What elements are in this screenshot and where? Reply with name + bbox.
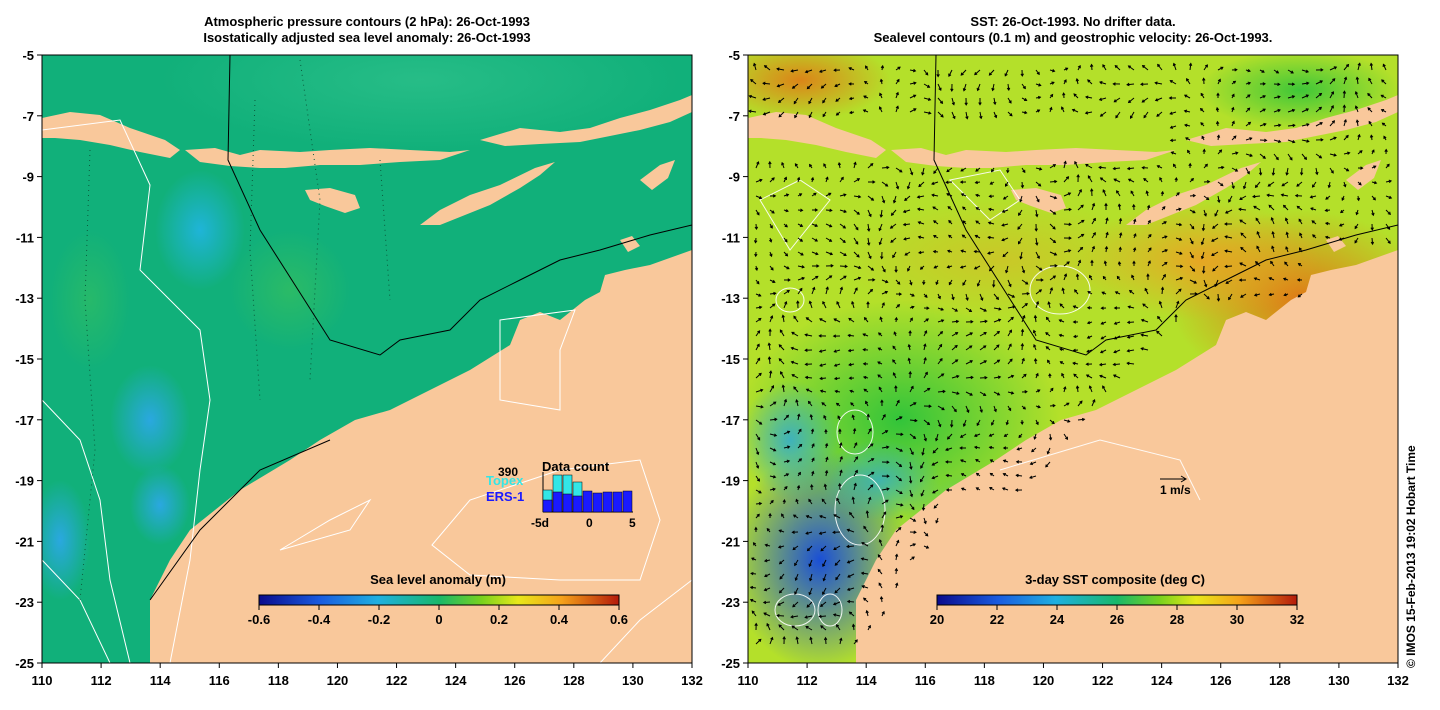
longitude-tick-label: 128 <box>563 673 585 688</box>
longitude-tick-label: 112 <box>91 673 112 688</box>
right-title-line2: Sealevel contours (0.1 m) and geostrophi… <box>873 30 1273 45</box>
longitude-tick-label: 132 <box>1387 673 1409 688</box>
latitude-tick-label: -13 <box>721 291 740 306</box>
colorbar-tick-label: 0.2 <box>490 612 508 627</box>
latitude-tick-label: -21 <box>15 534 34 549</box>
latitude-tick-label: -15 <box>15 352 34 367</box>
longitude-tick-label: 110 <box>738 673 759 688</box>
colorbar-tick-label: 26 <box>1110 612 1124 627</box>
colorbar-tick-label: 32 <box>1290 612 1304 627</box>
latitude-tick-label: -25 <box>15 656 34 671</box>
colorbar-tick-label: 0.4 <box>550 612 569 627</box>
right-title-line1: SST: 26-Oct-1993. No drifter data. <box>970 14 1176 29</box>
latitude-tick-label: -19 <box>15 474 34 489</box>
latitude-tick-label: -23 <box>15 595 34 610</box>
longitude-tick-label: 114 <box>150 673 172 688</box>
latitude-tick-label: -7 <box>22 109 34 124</box>
longitude-tick-label: 116 <box>209 673 230 688</box>
colorbar-tick-label: 22 <box>990 612 1004 627</box>
sla-colorbar: Sea level anomaly (m) -0.6 -0.4 -0.2 0 0.2 0.… <box>248 572 628 627</box>
longitude-tick-label: 128 <box>1269 673 1291 688</box>
longitude-tick-label: 118 <box>268 673 289 688</box>
data-count-axis-label: 0 <box>586 516 593 530</box>
colorbar-tick-label: 20 <box>930 612 944 627</box>
scale-arrow-label: 1 m/s <box>1160 483 1191 497</box>
longitude-tick-label: 126 <box>504 673 526 688</box>
latitude-tick-label: -11 <box>722 230 740 245</box>
topex-legend: Topex <box>486 473 524 488</box>
longitude-tick-label: 116 <box>915 673 936 688</box>
colorbar-tick-label: -0.2 <box>368 612 390 627</box>
colorbar-tick-label: 0.6 <box>610 612 628 627</box>
longitude-tick-label: 122 <box>386 673 408 688</box>
left-title-line2: Isostatically adjusted sea level anomaly… <box>203 30 531 45</box>
data-count-inset: Data count 390 Topex ERS-1 -5d 0 5 <box>486 459 636 530</box>
longitude-tick-label: 114 <box>856 673 878 688</box>
latitude-tick-label: -5 <box>22 48 34 63</box>
data-count-axis-label: -5d <box>531 516 549 530</box>
colorbar-tick-label: 28 <box>1170 612 1184 627</box>
latitude-tick-label: -21 <box>721 534 740 549</box>
latitude-tick-label: -17 <box>15 413 34 428</box>
longitude-tick-label: 130 <box>1328 673 1350 688</box>
longitude-tick-label: 124 <box>1151 673 1173 688</box>
latitude-tick-label: -5 <box>728 48 740 63</box>
data-count-max: 390 <box>498 465 518 479</box>
sst-colorbar-label: 3-day SST composite (deg C) <box>1025 572 1205 587</box>
latitude-tick-label: -13 <box>15 291 34 306</box>
sst-map: 1 m/s <box>748 55 1398 663</box>
colorbar-tick-label: 0 <box>435 612 442 627</box>
colorbar-tick-label: 24 <box>1050 612 1065 627</box>
latitude-tick-label: -9 <box>22 170 34 185</box>
colorbar-tick-label: -0.6 <box>248 612 270 627</box>
sla-colorbar-label: Sea level anomaly (m) <box>370 572 506 587</box>
longitude-tick-label: 112 <box>797 673 818 688</box>
longitude-tick-label: 126 <box>1210 673 1232 688</box>
latitude-tick-label: -9 <box>728 170 740 185</box>
data-count-axis-label: 5 <box>629 516 636 530</box>
latitude-tick-label: -15 <box>721 352 740 367</box>
axis-tick-labels: 110 112 114 116 118 120 122 124 126 128 130 132 -5 -7… <box>15 48 1409 688</box>
latitude-tick-label: -23 <box>721 595 740 610</box>
left-title-line1: Atmospheric pressure contours (2 hPa): 2… <box>204 14 530 29</box>
longitude-tick-label: 118 <box>974 673 995 688</box>
latitude-tick-label: -7 <box>728 109 740 124</box>
sst-colorbar: 3-day SST composite (deg C) 20 22 24 26 28 30… <box>930 572 1304 627</box>
latitude-tick-label: -11 <box>16 230 34 245</box>
longitude-tick-label: 122 <box>1092 673 1114 688</box>
latitude-tick-label: -17 <box>721 413 740 428</box>
longitude-tick-label: 120 <box>1033 673 1055 688</box>
longitude-tick-label: 110 <box>32 673 53 688</box>
longitude-tick-label: 124 <box>445 673 467 688</box>
velocity-vectors <box>748 62 1393 645</box>
sea-level-anomaly-map <box>42 55 692 663</box>
colorbar-tick-label: -0.4 <box>308 612 331 627</box>
latitude-tick-label: -25 <box>721 656 740 671</box>
longitude-tick-label: 120 <box>327 673 349 688</box>
ers-legend: ERS-1 <box>486 489 524 504</box>
latitude-tick-label: -19 <box>721 474 740 489</box>
data-count-title: Data count <box>542 459 610 474</box>
longitude-tick-label: 132 <box>681 673 703 688</box>
longitude-tick-label: 130 <box>622 673 644 688</box>
colorbar-tick-label: 30 <box>1230 612 1244 627</box>
